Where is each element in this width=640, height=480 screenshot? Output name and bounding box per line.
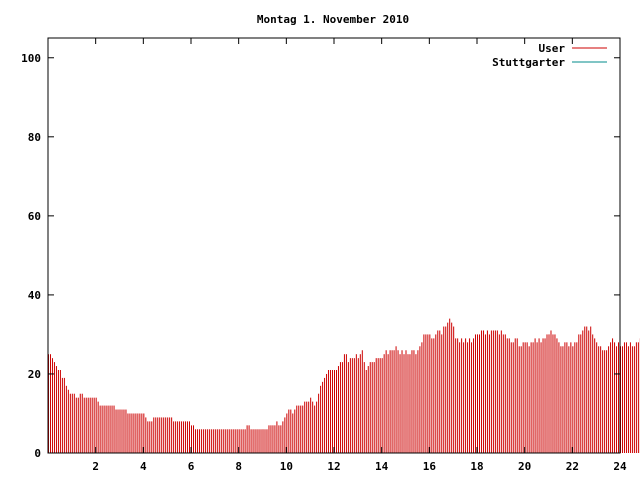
x-tick-label: 18 <box>470 460 483 473</box>
x-tick-label: 22 <box>566 460 579 473</box>
x-tick-label: 2 <box>92 460 99 473</box>
y-tick-label: 80 <box>28 131 41 144</box>
legend-label-user: User <box>539 42 566 55</box>
y-tick-label: 20 <box>28 368 41 381</box>
x-tick-label: 6 <box>188 460 195 473</box>
y-tick-label: 40 <box>28 289 41 302</box>
legend-label-stuttgarter: Stuttgarter <box>492 56 565 69</box>
x-tick-label: 8 <box>235 460 242 473</box>
x-tick-label: 10 <box>280 460 293 473</box>
x-tick-label: 4 <box>140 460 147 473</box>
y-tick-label: 100 <box>21 52 41 65</box>
y-tick-label: 0 <box>34 447 41 460</box>
x-tick-label: 16 <box>423 460 437 473</box>
y-tick-label: 60 <box>28 210 41 223</box>
chart-title: Montag 1. November 2010 <box>257 13 409 26</box>
x-tick-label: 14 <box>375 460 389 473</box>
legend: User Stuttgarter <box>492 42 607 69</box>
x-tick-label: 20 <box>518 460 531 473</box>
x-tick-label: 24 <box>613 460 627 473</box>
y-axis: 0 20 40 60 80 100 <box>21 52 620 460</box>
x-tick-label: 12 <box>327 460 340 473</box>
bar-series-user <box>48 318 640 453</box>
x-axis: 2 4 6 8 10 12 14 16 18 20 22 24 <box>92 38 627 473</box>
